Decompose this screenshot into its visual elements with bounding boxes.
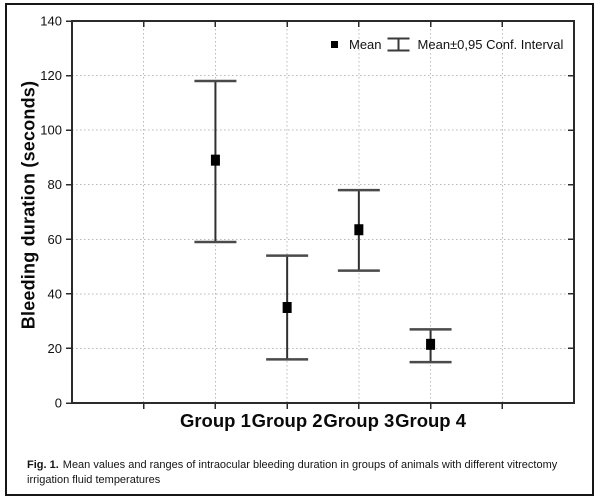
x-category-label: Group 1 <box>180 410 251 431</box>
y-tick-label: 80 <box>48 177 62 192</box>
caption-line-1: Fig. 1. Mean values and ranges of intraoc… <box>27 458 587 473</box>
plot-border <box>71 20 575 404</box>
y-tick-label: 20 <box>48 341 62 356</box>
y-tick-label: 120 <box>40 68 62 83</box>
caption-text-1: Mean values and ranges of intraocular bl… <box>62 459 558 471</box>
figure-frame <box>5 3 594 496</box>
y-tick-label: 40 <box>48 286 62 301</box>
y-tick-label: 0 <box>55 396 62 411</box>
caption-prefix: Fig. 1. <box>27 459 59 471</box>
y-tick-label: 60 <box>48 232 62 247</box>
y-tick-label: 140 <box>40 14 62 29</box>
figure-caption: Fig. 1. Mean values and ranges of intraoc… <box>27 458 587 488</box>
x-category-label: Group 3 <box>323 410 394 431</box>
legend-ci-label: Mean±0,95 Conf. Interval <box>417 37 564 52</box>
x-category-label: Group 4 <box>395 410 467 431</box>
mean-marker <box>282 302 292 313</box>
y-tick-label: 100 <box>40 123 62 138</box>
legend-mean-label: Mean <box>349 37 382 52</box>
mean-marker <box>354 224 364 236</box>
x-category-label: Group 2 <box>252 410 323 431</box>
mean-marker <box>210 154 220 166</box>
mean-marker-icon <box>331 41 338 48</box>
caption-line-2: irrigation fluid temperatures <box>27 474 161 486</box>
y-axis-title: Bleeding duration (seconds) <box>18 80 39 330</box>
legend: Mean Mean±0,95 Conf. Interval <box>331 37 563 52</box>
mean-marker <box>426 338 436 350</box>
error-bar-icon <box>387 37 410 52</box>
